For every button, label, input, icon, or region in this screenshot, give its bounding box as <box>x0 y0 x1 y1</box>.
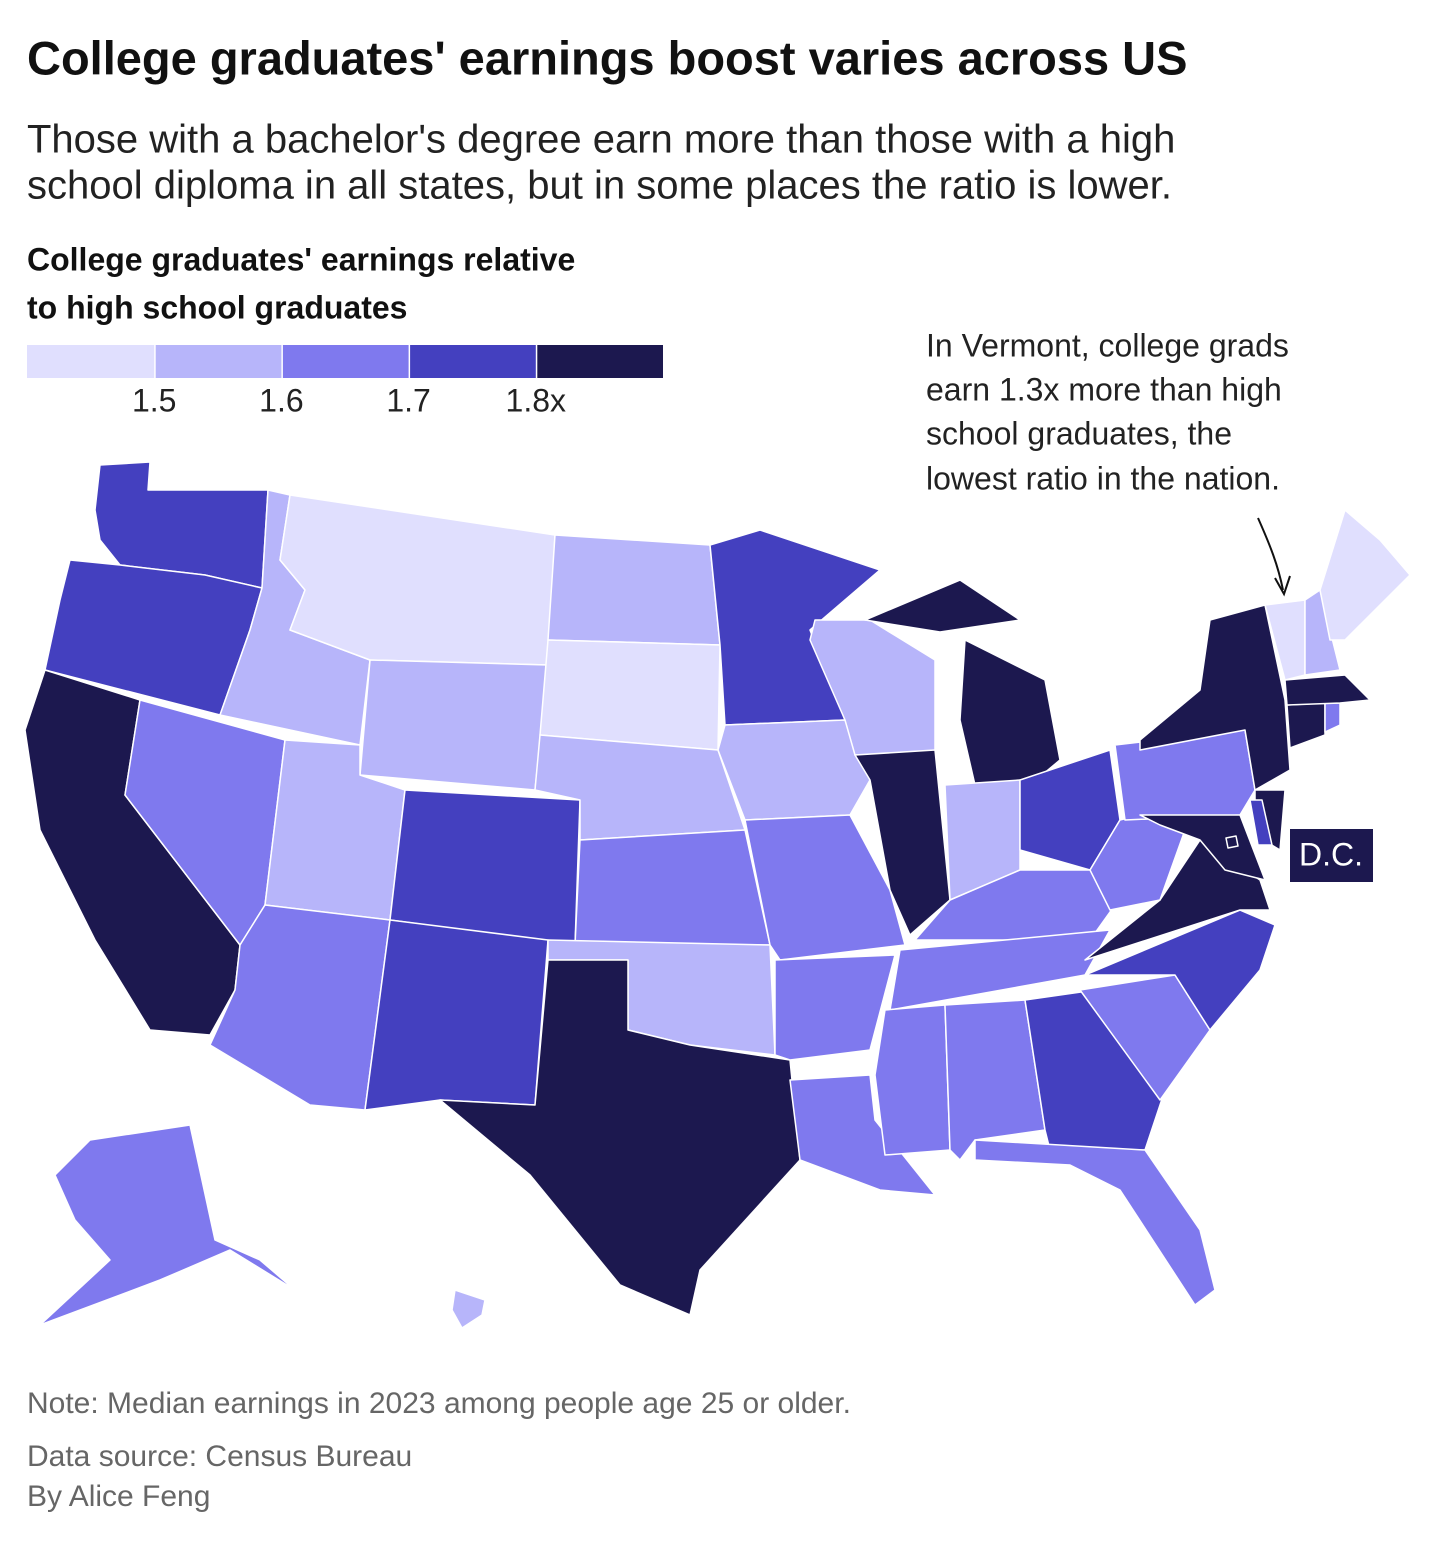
region <box>1286 702 1326 749</box>
region <box>1225 835 1239 849</box>
region <box>389 789 581 946</box>
region <box>439 959 801 1316</box>
legend-title: to high school graduates <box>27 289 407 325</box>
annotation: school graduates, the <box>926 415 1232 451</box>
legend-title: College graduates' earnings relative <box>27 241 575 277</box>
legend-swatch <box>410 345 536 378</box>
title: College graduates' earnings boost varies… <box>27 31 1187 84</box>
region <box>574 829 771 946</box>
region <box>1319 509 1411 641</box>
dc-label: D.C. <box>1299 836 1363 872</box>
legend-swatch <box>155 345 282 378</box>
region <box>774 954 896 1061</box>
region <box>874 1004 951 1156</box>
region <box>864 579 1021 633</box>
annotation-arrowhead <box>1274 575 1291 597</box>
source: Data source: Census Bureau <box>27 1440 412 1473</box>
region <box>974 1139 1216 1306</box>
region <box>1249 799 1273 846</box>
region <box>279 494 556 666</box>
region <box>1139 604 1291 791</box>
note: Note: Median earnings in 2023 among peop… <box>27 1387 851 1420</box>
dc-box <box>1290 829 1373 882</box>
region <box>364 919 549 1111</box>
region <box>1324 702 1341 733</box>
map <box>24 461 1411 1329</box>
annotation: earn 1.3x more than high <box>926 371 1282 407</box>
region <box>789 1074 936 1196</box>
legend: 1.5 1.6 1.7 1.8x <box>27 345 663 418</box>
region <box>717 719 871 821</box>
region <box>1284 674 1371 706</box>
legend-swatch <box>282 345 409 378</box>
byline: By Alice Feng <box>27 1480 210 1513</box>
subtitle: Those with a bachelor's degree earn more… <box>27 118 1175 162</box>
region <box>854 749 951 936</box>
region <box>359 659 549 791</box>
region <box>547 534 721 646</box>
legend-tick-label: 1.7 <box>386 382 430 418</box>
annotation-arrow <box>1257 517 1284 591</box>
region <box>1139 814 1266 881</box>
region <box>39 1124 296 1326</box>
annotation: lowest ratio in the nation. <box>926 460 1280 496</box>
legend-swatch <box>27 345 155 378</box>
legend-tick-label: 1.6 <box>259 382 303 418</box>
region <box>1114 729 1256 821</box>
region <box>451 1289 486 1329</box>
legend-tick-label: 1.8x <box>506 382 566 418</box>
legend-tick-label: 1.5 <box>132 382 176 418</box>
subtitle: school diploma in all states, but in som… <box>27 164 1172 208</box>
region <box>539 639 721 751</box>
annotation: In Vermont, college grads <box>926 327 1289 363</box>
legend-swatch <box>537 345 663 378</box>
region <box>1304 589 1341 676</box>
region <box>959 639 1061 786</box>
region <box>744 814 906 961</box>
